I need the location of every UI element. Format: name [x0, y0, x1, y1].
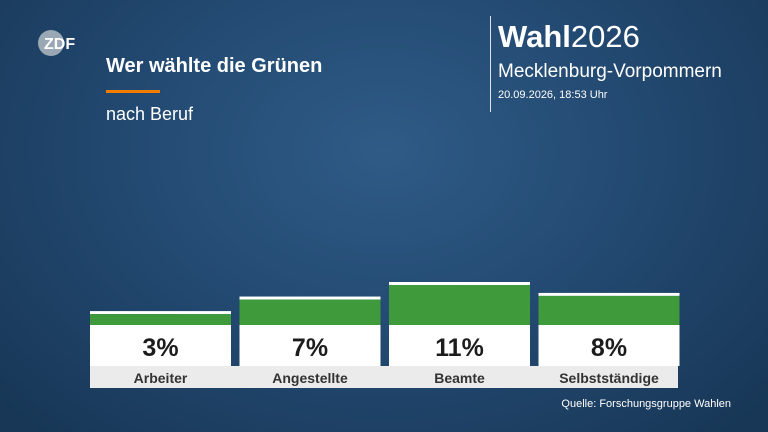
header-divider [490, 16, 491, 112]
brand-year: 2026 [570, 19, 640, 54]
bar-group: 11% Beamte [389, 282, 530, 386]
zdf-logo: ZDF [38, 30, 75, 56]
election-brand: Wahl2026 [498, 18, 640, 56]
bar-top-edge [90, 311, 231, 315]
data-label: 7% [292, 334, 328, 362]
bar [389, 285, 530, 325]
category-label: Angestellte [272, 370, 348, 386]
data-label: 8% [591, 334, 627, 362]
source-note: Quelle: Forschungsgruppe Wahlen [561, 398, 731, 410]
bar-top-edge [389, 282, 530, 285]
value-box [90, 325, 231, 366]
region-label: Mecklenburg-Vorpommern [498, 61, 722, 82]
bar-group: 8% Selbstständige [538, 292, 680, 386]
chart-subtitle: nach Beruf [106, 104, 194, 124]
bar-top-edge [538, 292, 680, 296]
bar [538, 295, 680, 325]
category-label: Arbeiter [134, 370, 188, 386]
value-box [389, 325, 530, 366]
data-label: 3% [142, 334, 178, 362]
value-box [239, 325, 381, 366]
bar-group: 3% Arbeiter [90, 311, 231, 386]
logo-text: ZDF [44, 36, 75, 53]
data-label: 11% [435, 334, 484, 362]
category-strip [90, 366, 678, 388]
bar [239, 299, 381, 325]
title-underline [106, 90, 160, 93]
brand-word: Wahl [498, 19, 571, 54]
category-label: Selbstständige [559, 370, 659, 386]
category-label: Beamte [434, 370, 485, 386]
bar [90, 314, 231, 325]
chart-title: Wer wählte die Grünen [106, 55, 323, 77]
timestamp: 20.09.2026, 18:53 Uhr [498, 89, 608, 101]
bar-group: 7% Angestellte [239, 296, 381, 386]
bar-top-edge [239, 296, 381, 300]
value-box [538, 325, 680, 366]
